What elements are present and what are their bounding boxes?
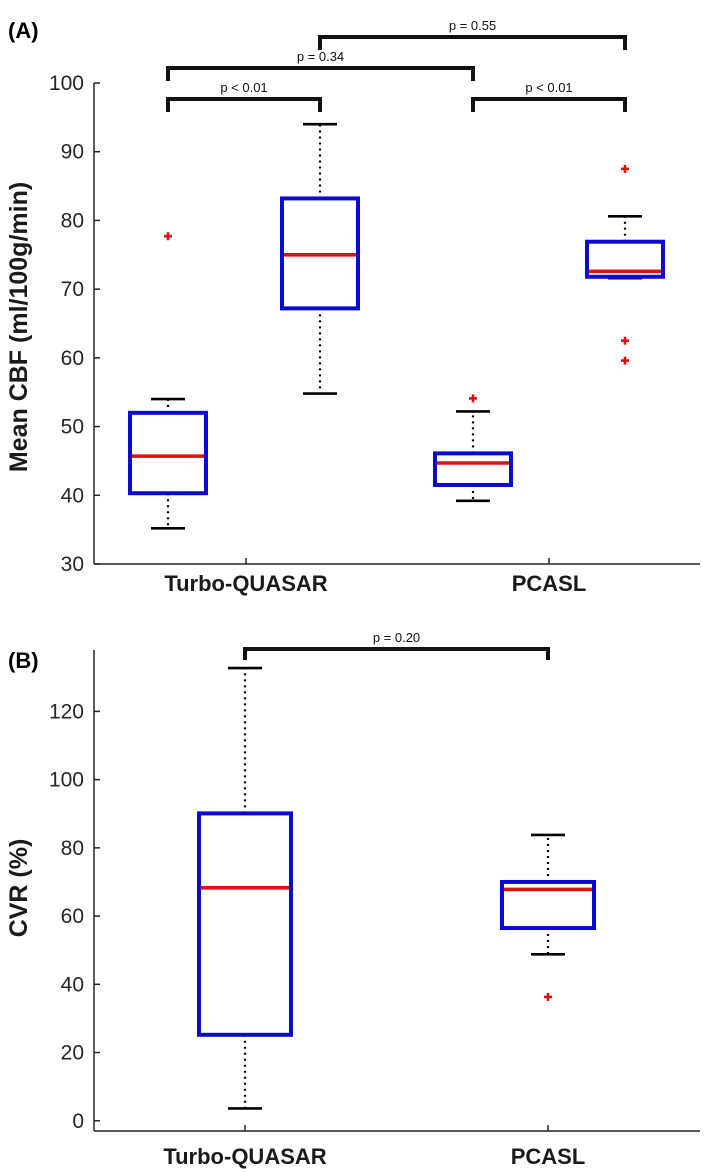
panel-b-y-axis-title: CVR (%) <box>5 839 33 938</box>
panel-b-y-tick-label-120: 120 <box>49 700 84 723</box>
panel-a-y-ticks: 30 40 50 60 70 80 90 100 <box>49 72 100 576</box>
panel-a-y-tick-label-80: 80 <box>61 209 84 232</box>
panel-b-y-tick-label-80: 80 <box>61 837 84 860</box>
panel-b-box-2-outlier-1 <box>544 992 552 1001</box>
panel-a-group-label-turbo-quasar: Turbo-QUASAR <box>164 571 327 596</box>
panel-a-sig-3: p = 0.34 <box>166 49 475 81</box>
panel-a-y-tick-label-90: 90 <box>61 141 84 164</box>
panel-b-x-ticks <box>244 1125 549 1131</box>
panel-a-x-ticks <box>245 558 550 564</box>
panel-a-sig-2: p < 0.01 <box>471 80 627 112</box>
panel-a-box-1-iqr <box>128 410 208 496</box>
panel-a-box-4-outlier-2 <box>621 336 629 345</box>
panel-b-significance: p = 0.20 <box>243 630 550 660</box>
panel-b-sig-1-label: p = 0.20 <box>373 630 420 645</box>
panel-a-sig-2-bracket <box>471 97 627 112</box>
panel-a-significance: p < 0.01 p < 0.01 p = 0.34 p = 0.55 <box>166 18 627 112</box>
panel-a-sig-2-label: p < 0.01 <box>525 80 572 95</box>
panel-a-y-axis-title: Mean CBF (ml/100g/min) <box>5 182 33 472</box>
panel-a-box-2-iqr <box>280 196 360 311</box>
panel-b-box-2 <box>500 833 596 1001</box>
panel-a-box-1-outlier-1 <box>164 232 172 241</box>
panel-b-box-2-iqr <box>500 879 596 931</box>
panel-a-sig-4-bracket <box>318 35 627 50</box>
panel-b-group-label-pcasl: PCASL <box>511 1144 586 1169</box>
panel-a-sig-4-label: p = 0.55 <box>449 18 496 33</box>
panel-a-box-3-outlier-1 <box>469 394 477 403</box>
panel-a-sig-1-bracket <box>166 97 322 112</box>
panel-a-box-4-iqr <box>585 239 665 279</box>
panel-b-box-1 <box>197 666 293 1110</box>
panel-a-y-tick-label-60: 60 <box>61 347 84 370</box>
panel-b-y-tick-label-100: 100 <box>49 769 84 792</box>
panel-a-box-4-outlier-3 <box>621 356 629 365</box>
panel-a: (A) Mean CBF (ml/100g/min) 30 40 50 60 70 80 9… <box>5 18 700 596</box>
panel-b-y-tick-label-60: 60 <box>61 905 84 928</box>
panel-a-group-label-pcasl: PCASL <box>512 571 587 596</box>
panel-b-sig-1: p = 0.20 <box>243 630 550 660</box>
panel-a-y-tick-label-100: 100 <box>49 72 84 95</box>
panel-a-boxes <box>128 122 665 530</box>
panel-a-sig-3-label: p = 0.34 <box>297 49 344 64</box>
panel-b-y-tick-label-40: 40 <box>61 973 84 996</box>
panel-b-y-ticks: 0 20 40 60 80 100 120 <box>49 700 100 1133</box>
panel-a-box-2 <box>280 122 360 395</box>
panel-b-y-tick-label-20: 20 <box>61 1042 84 1065</box>
panel-b-boxes <box>197 666 596 1110</box>
panel-b: (B) CVR (%) 0 20 40 60 80 100 120 Turbo-QUASAR… <box>5 630 700 1169</box>
panel-a-sig-1: p < 0.01 <box>166 80 322 112</box>
panel-a-box-3-iqr <box>433 451 513 487</box>
panel-a-y-tick-label-40: 40 <box>61 484 84 507</box>
panel-a-y-tick-label-30: 30 <box>61 553 84 576</box>
panel-b-sig-1-bracket <box>243 647 550 660</box>
panel-a-y-tick-label-50: 50 <box>61 416 84 439</box>
panel-b-box-1-iqr <box>197 811 293 1037</box>
panel-a-sig-3-bracket <box>166 66 475 81</box>
panel-a-box-1 <box>128 232 208 530</box>
panel-a-label: (A) <box>8 18 39 43</box>
panel-a-box-4 <box>585 164 665 365</box>
panel-a-sig-1-label: p < 0.01 <box>220 80 267 95</box>
panel-a-box-3 <box>433 394 513 503</box>
panel-a-box-4-outlier-1 <box>621 164 629 173</box>
panel-a-y-tick-label-70: 70 <box>61 278 84 301</box>
panel-b-y-tick-label-0: 0 <box>72 1110 84 1133</box>
panel-b-group-label-turbo-quasar: Turbo-QUASAR <box>163 1144 326 1169</box>
panel-a-sig-4: p = 0.55 <box>318 18 627 50</box>
panel-b-label: (B) <box>8 648 39 673</box>
